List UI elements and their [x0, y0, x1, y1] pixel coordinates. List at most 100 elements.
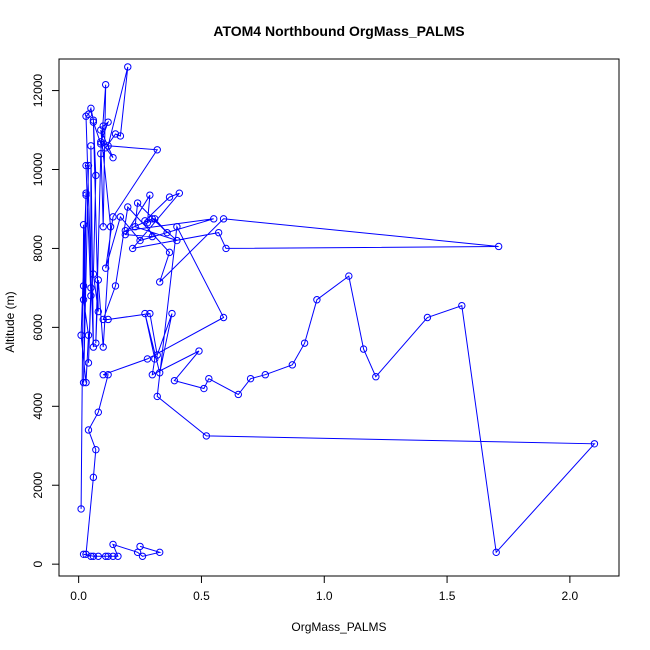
data-point [148, 215, 157, 223]
x-tick-label: 0.0 [70, 589, 87, 603]
data-point [109, 153, 117, 162]
data-series [77, 63, 599, 560]
y-tick-label: 10000 [31, 152, 45, 186]
x-tick-label: 1.0 [316, 589, 333, 603]
data-point [219, 313, 228, 322]
data-point [89, 473, 98, 482]
data-point [94, 276, 102, 284]
x-axis: 0.0 0.5 1.0 1.5 2.0 [70, 575, 579, 603]
data-point [173, 236, 181, 245]
data-point [89, 270, 98, 278]
data-point [146, 191, 154, 199]
chart-title: ATOM4 Northbound OrgMass_PALMS [213, 23, 464, 39]
data-point [104, 315, 112, 324]
data-point [173, 223, 181, 231]
data-point [288, 361, 297, 369]
data-point [99, 315, 107, 324]
data-point [89, 116, 98, 124]
data-point [92, 171, 100, 180]
data-point [300, 339, 309, 347]
data-point [153, 392, 161, 401]
data-point [109, 540, 117, 549]
data-point [82, 189, 90, 197]
y-tick-label: 6000 [31, 314, 45, 341]
data-point [214, 228, 223, 237]
data-point [219, 215, 228, 223]
data-point [94, 307, 102, 316]
x-tick-label: 2.0 [562, 589, 579, 603]
data-point [153, 146, 161, 154]
data-point [87, 284, 95, 292]
data-point [89, 552, 98, 560]
data-point [104, 142, 112, 150]
data-point [156, 369, 164, 377]
data-point [101, 80, 110, 89]
data-point [99, 371, 107, 379]
data-point [156, 548, 164, 557]
data-point [114, 552, 122, 560]
data-point [458, 301, 466, 310]
data-point [99, 343, 107, 351]
data-point [89, 118, 98, 126]
data-point [84, 161, 93, 170]
data-point [195, 347, 203, 355]
data-point [94, 552, 102, 560]
data-point [92, 339, 100, 347]
data-point [79, 378, 88, 387]
data-point [97, 150, 105, 158]
data-point [128, 244, 137, 253]
x-tick-label: 0.5 [193, 589, 210, 603]
data-point [170, 376, 179, 385]
data-point [84, 331, 93, 339]
data-point [313, 296, 321, 304]
data-point [97, 138, 105, 146]
y-tick-label: 12000 [31, 74, 45, 108]
x-tick-label: 1.5 [439, 589, 456, 603]
data-point [234, 390, 242, 399]
data-point [175, 189, 184, 197]
data-point [141, 217, 149, 225]
data-point [133, 199, 142, 207]
data-point [494, 242, 503, 251]
series-line [80, 66, 596, 557]
data-point [99, 122, 107, 130]
y-tick-label: 8000 [31, 235, 45, 262]
data-point [141, 309, 149, 318]
data-point [121, 230, 130, 239]
data-point [79, 550, 88, 558]
data-point [111, 130, 120, 138]
data-point [104, 371, 112, 379]
data-point [151, 355, 159, 363]
data-point [222, 244, 230, 253]
data-point [82, 191, 90, 199]
data-point [87, 292, 95, 300]
data-point [359, 345, 368, 353]
data-point [101, 144, 110, 152]
data-point [153, 351, 161, 359]
data-point [82, 378, 90, 387]
data-point [101, 552, 110, 560]
data-point [109, 213, 117, 221]
data-point [492, 548, 500, 557]
y-tick-label: 2000 [31, 472, 45, 499]
data-point [104, 552, 112, 560]
data-point [84, 359, 93, 367]
data-point [143, 355, 152, 363]
data-point [138, 552, 147, 560]
data-point [202, 432, 211, 440]
data-point [99, 223, 107, 231]
data-point [124, 63, 132, 71]
data-point [79, 296, 88, 304]
data-point [124, 203, 132, 211]
data-point [423, 313, 432, 322]
data-point [146, 309, 154, 318]
data-point [163, 228, 171, 237]
data-point [261, 371, 270, 379]
data-point [101, 264, 110, 272]
data-point [92, 446, 100, 454]
data-point [151, 215, 159, 223]
data-point [104, 118, 112, 126]
data-point [87, 104, 95, 113]
